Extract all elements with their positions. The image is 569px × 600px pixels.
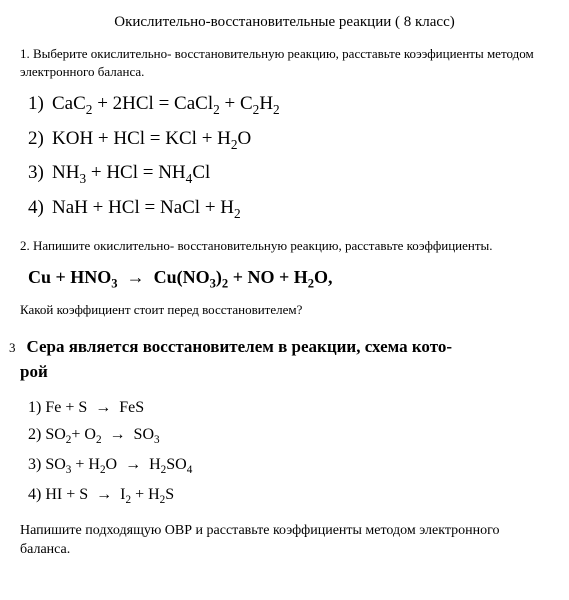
task1-eq-4: 4)NaH + HCl = NaCl + H2: [28, 195, 549, 223]
task1-text: 1. Выберите окислительно- восстановитель…: [20, 45, 549, 81]
task2-text: 2. Напишите окислительно- восстановитель…: [20, 237, 549, 255]
task1-eq-1: 1)CaC2 + 2HCl = CaCl2 + C2H2: [28, 91, 549, 119]
task3-header-line2: рой: [20, 362, 48, 381]
task1-equations: 1)CaC2 + 2HCl = CaCl2 + C2H2 2)KOH + HCl…: [28, 91, 549, 223]
task3-eq-2: 2) SO2+ O2 → SO3: [28, 424, 549, 449]
eq-formula: CaC2 + 2HCl = CaCl2 + C2H2: [52, 93, 280, 114]
eq-formula: KOH + HCl = KCl + H2O: [52, 128, 251, 149]
task3-header-line1: Сера является восстановителем в реакции,…: [27, 337, 453, 356]
eq-num: 2): [28, 126, 52, 153]
task1-eq-3: 3)NH3 + HCl = NH4Cl: [28, 160, 549, 188]
eq-num: 2): [28, 426, 41, 443]
eq-formula: NaH + HCl = NaCl + H2: [52, 197, 241, 218]
eq-num: 3): [28, 160, 52, 187]
eq-formula: SO2+ O2 → SO3: [45, 426, 159, 443]
document-title: Окислительно-восстановительные реакции (…: [20, 12, 549, 33]
task3-equations: 1) Fe + S → FeS 2) SO2+ O2 → SO3 3) SO3 …: [28, 397, 549, 509]
eq-num: 4): [28, 195, 52, 222]
eq-num: 4): [28, 486, 41, 503]
eq-num: 3): [28, 456, 41, 473]
task3-header: 3Сера является восстановителем в реакции…: [20, 334, 549, 385]
task2-question: Какой коэффициент стоит перед восстанови…: [20, 301, 549, 319]
eq-formula: SO3 + H2O → H2SO4: [45, 456, 192, 473]
task1-eq-2: 2)KOH + HCl = KCl + H2O: [28, 126, 549, 154]
task2-equation: Cu + HNO3 → Cu(NO3)2 + NO + H2O,: [28, 265, 549, 293]
task3-num: 3: [9, 340, 16, 355]
eq-num: 1): [28, 91, 52, 118]
task3-eq-3: 3) SO3 + H2O → H2SO4: [28, 454, 549, 479]
task3-eq-4: 4) HI + S → I2 + H2S: [28, 484, 549, 509]
eq-formula: HI + S → I2 + H2S: [45, 486, 174, 503]
eq-num: 1): [28, 399, 41, 416]
eq-formula: Fe + S → FeS: [45, 399, 144, 416]
task3-final: Напишите подходящую ОВР и расставьте коэ…: [20, 521, 549, 560]
eq-formula: NH3 + HCl = NH4Cl: [52, 162, 210, 183]
task3-eq-1: 1) Fe + S → FeS: [28, 397, 549, 419]
